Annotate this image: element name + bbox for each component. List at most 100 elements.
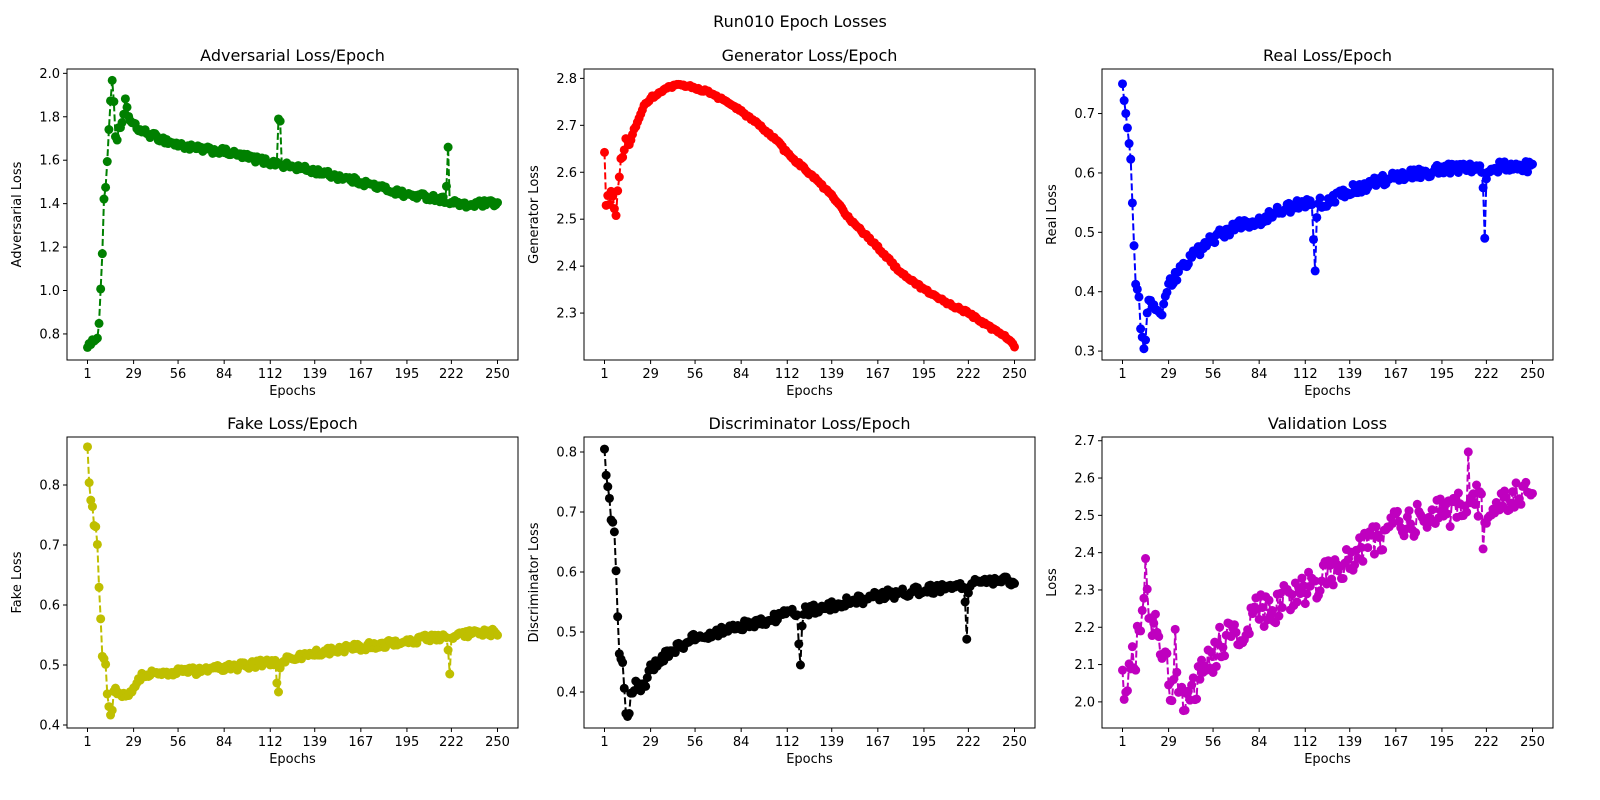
data-point	[1142, 584, 1152, 594]
data-point	[609, 204, 619, 214]
data-point	[441, 181, 451, 191]
data-point	[1516, 499, 1526, 509]
data-point	[99, 194, 109, 204]
y-tick-label: 2.5	[556, 213, 577, 228]
subplot-1: Adversarial Loss/Epoch 1 29 56 84 112 139 167 19…	[10, 46, 519, 399]
axes-frame	[583, 68, 1036, 361]
data-point	[624, 709, 634, 719]
y-tick-label: 0.4	[1074, 285, 1095, 300]
data-point	[1122, 686, 1132, 696]
data-point	[601, 470, 611, 480]
y-tick-label: 2.2	[1074, 621, 1095, 636]
data-point	[1010, 579, 1019, 589]
data-point	[1480, 233, 1490, 243]
x-tick-label: 139	[1337, 367, 1362, 382]
x-tick-label: 29	[125, 367, 142, 382]
data-point	[84, 478, 94, 488]
x-tick-label: 112	[258, 367, 283, 382]
data-point	[443, 142, 453, 152]
series-line	[86, 80, 499, 348]
data-point	[619, 683, 629, 693]
y-tick-label: 2.1	[1074, 658, 1095, 673]
data-point	[1363, 543, 1373, 553]
data-point	[608, 517, 618, 527]
x-tick-label: 250	[1520, 367, 1545, 382]
data-point	[1149, 618, 1159, 628]
data-point	[1476, 167, 1486, 177]
data-point	[1481, 174, 1491, 184]
data-point	[1508, 487, 1518, 497]
data-point	[1150, 609, 1160, 619]
data-point	[1142, 308, 1152, 318]
data-point	[1192, 694, 1202, 704]
figure-title: Run010 Epoch Losses	[713, 12, 887, 31]
data-point	[493, 198, 502, 208]
data-point	[1300, 599, 1310, 609]
x-axis-label: Epochs	[269, 384, 316, 399]
data-point	[1299, 581, 1309, 591]
x-tick-label: 29	[642, 735, 659, 750]
y-tick-label: 0.6	[39, 599, 60, 614]
data-point	[1356, 542, 1366, 552]
x-tick-label: 222	[956, 735, 981, 750]
data-point	[1371, 522, 1381, 532]
data-point	[101, 182, 111, 192]
data-point	[274, 687, 283, 697]
data-point	[1118, 79, 1127, 89]
data-point	[613, 612, 623, 622]
data-point	[1119, 96, 1129, 106]
data-point	[1528, 488, 1537, 498]
x-tick-label: 167	[865, 735, 890, 750]
data-point	[122, 102, 132, 112]
data-point	[1257, 603, 1267, 613]
data-point	[1277, 603, 1287, 613]
x-tick-label: 195	[1430, 735, 1455, 750]
axes-frame	[1101, 436, 1554, 729]
subplot-title: Generator Loss/Epoch	[722, 46, 898, 65]
x-tick-label: 84	[1251, 367, 1268, 382]
data-point	[1445, 168, 1455, 178]
subplot-4: Fake Loss/Epoch 1 29 56 84 112 139 167 195 222 250…	[10, 414, 519, 767]
y-tick-label: 0.7	[39, 539, 60, 554]
data-point	[1157, 310, 1167, 320]
data-point	[109, 97, 119, 107]
data-point	[1220, 651, 1230, 661]
data-point	[1159, 299, 1169, 309]
data-point	[1132, 284, 1142, 294]
x-tick-label: 29	[125, 735, 142, 750]
data-point	[1366, 530, 1376, 540]
subplot-title: Adversarial Loss/Epoch	[200, 46, 385, 65]
x-tick-label: 222	[439, 735, 464, 750]
y-tick-label: 2.0	[39, 67, 60, 82]
data-point	[445, 669, 455, 679]
data-point	[611, 566, 621, 576]
data-point	[1369, 549, 1379, 559]
y-tick-label: 0.5	[39, 659, 60, 674]
x-tick-label: 222	[439, 367, 464, 382]
x-tick-label: 112	[775, 735, 800, 750]
data-point	[1501, 492, 1511, 502]
y-tick-label: 2.6	[1074, 472, 1095, 487]
data-point	[1478, 544, 1488, 554]
y-tick-label: 0.8	[39, 479, 60, 494]
x-tick-label: 250	[485, 367, 510, 382]
series-line	[1121, 83, 1534, 349]
x-tick-label: 1	[83, 367, 91, 382]
x-tick-label: 56	[687, 735, 704, 750]
data-point	[1134, 292, 1144, 302]
data-point	[1378, 545, 1388, 555]
subplot-title: Real Loss/Epoch	[1263, 46, 1392, 65]
data-point	[1118, 665, 1127, 675]
data-point	[1172, 275, 1182, 285]
data-point	[117, 118, 127, 128]
data-point	[1462, 507, 1472, 517]
series-line	[1121, 451, 1534, 712]
data-point	[1162, 648, 1172, 658]
data-point	[1137, 605, 1147, 615]
x-tick-label: 112	[1293, 367, 1318, 382]
data-point	[1310, 576, 1320, 586]
data-point	[795, 660, 805, 670]
data-point	[1119, 694, 1129, 704]
data-point	[611, 211, 621, 221]
data-point	[92, 539, 102, 549]
